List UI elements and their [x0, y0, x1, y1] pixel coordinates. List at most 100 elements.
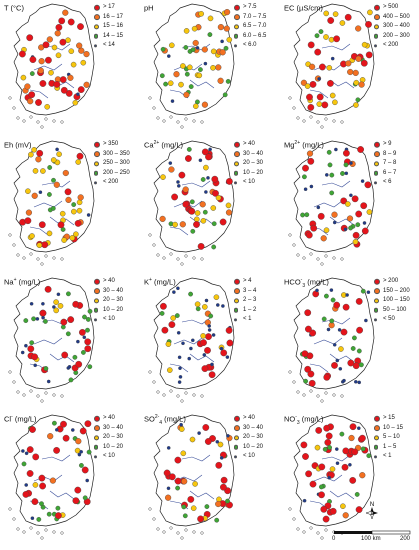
sampling-site [48, 69, 54, 76]
river [321, 43, 351, 51]
legend-label: < 6 [383, 179, 392, 185]
sampling-site [61, 237, 67, 243]
sampling-site [31, 192, 38, 199]
sampling-site [29, 340, 35, 346]
sampling-site [23, 318, 29, 323]
legend-item: 10 – 20 [94, 306, 123, 316]
panel-title-tail: (mg/L) [16, 277, 41, 287]
scale-bar: 0 100 km 200 [332, 526, 412, 546]
sampling-site [82, 495, 88, 501]
legend-item: 30 – 40 [234, 150, 263, 160]
legend-swatch [234, 4, 241, 11]
sampling-site [219, 49, 226, 56]
island [16, 253, 20, 257]
sampling-site [220, 39, 224, 44]
sampling-site [190, 228, 196, 234]
sampling-site [172, 290, 176, 294]
sampling-site [185, 155, 192, 162]
sampling-site [309, 81, 317, 88]
island [288, 370, 292, 374]
sampling-site [204, 438, 212, 445]
island [320, 125, 324, 129]
sampling-site [356, 348, 362, 354]
island [156, 390, 160, 394]
river [309, 89, 329, 99]
sampling-site [32, 168, 39, 174]
island [52, 393, 56, 397]
legend-swatch [374, 151, 380, 158]
sampling-site [24, 83, 31, 90]
legend-swatch [374, 298, 380, 304]
legend-label: 8 – 9 [383, 150, 397, 157]
legend-label: < 1 [243, 316, 252, 322]
panel-title-tail: (mg/L) [151, 277, 176, 287]
sampling-site [159, 73, 165, 79]
sampling-site [327, 475, 332, 480]
legend-label: 10 – 15 [383, 424, 404, 431]
island [148, 233, 152, 237]
sampling-site [361, 41, 368, 48]
sampling-site [178, 375, 183, 379]
sampling-site [189, 199, 195, 205]
panel-title-tail: (mg/L) [162, 414, 186, 424]
island [184, 391, 188, 395]
sampling-site [39, 309, 47, 317]
legend: > 40 30 – 40 20 – 30 10 – 20 < 10 [234, 414, 263, 462]
island [324, 391, 328, 395]
sampling-site [55, 505, 61, 511]
legend-label: < 10 [243, 179, 255, 185]
legend-swatch [374, 171, 379, 176]
sampling-site [331, 362, 338, 369]
sampling-site [26, 34, 34, 42]
sampling-site [44, 285, 52, 293]
legend-item: 30 – 40 [94, 424, 123, 434]
sampling-site [365, 51, 373, 59]
panel-title-sup: - [11, 414, 13, 420]
island [192, 393, 196, 397]
sampling-site [202, 424, 210, 431]
sampling-site [179, 426, 185, 432]
sampling-site [60, 86, 68, 94]
legend-swatch [94, 415, 101, 422]
sampling-site [82, 335, 87, 340]
sampling-site [353, 79, 360, 86]
island [200, 120, 204, 124]
sampling-site [24, 217, 32, 225]
legend-swatch [94, 171, 99, 176]
korea-map [8, 3, 95, 129]
sampling-site [159, 215, 166, 223]
sampling-site [327, 162, 333, 168]
sampling-site [182, 200, 190, 208]
legend-item: 2 – 3 [234, 296, 256, 306]
sampling-site [166, 367, 173, 373]
legend: > 15 10 – 15 5 – 10 1 – 5 < 1 [374, 414, 403, 462]
sampling-site [302, 164, 309, 172]
map-panel: T (°C) > 17 16 – 17 15 – 16 14 – 15 < 14 [0, 0, 138, 137]
legend-label: < 10 [103, 316, 115, 322]
sampling-site [21, 461, 27, 467]
sampling-site [203, 164, 209, 171]
sampling-site [315, 288, 319, 293]
sampling-site [79, 427, 87, 435]
sampling-site [74, 220, 82, 227]
legend-item: > 40 [94, 277, 123, 287]
island [288, 96, 292, 100]
coastline [293, 277, 375, 390]
panel-title: EC (µS/cm) [284, 3, 323, 15]
sampling-site [332, 11, 339, 17]
sampling-site [87, 308, 93, 314]
legend-swatch [234, 288, 240, 295]
sampling-site [300, 79, 308, 86]
panel-title-tail: (mg/L) [159, 140, 184, 150]
sampling-site [330, 297, 336, 303]
legend-swatch [94, 455, 98, 459]
sampling-site [38, 474, 46, 482]
sampling-site [159, 311, 165, 316]
island [8, 507, 12, 511]
panel-title-sub: 4 [159, 420, 163, 426]
island [332, 119, 336, 123]
legend-label: 400 – 500 [383, 13, 410, 20]
sampling-site [47, 433, 54, 440]
legend-label: 30 – 40 [243, 150, 264, 157]
